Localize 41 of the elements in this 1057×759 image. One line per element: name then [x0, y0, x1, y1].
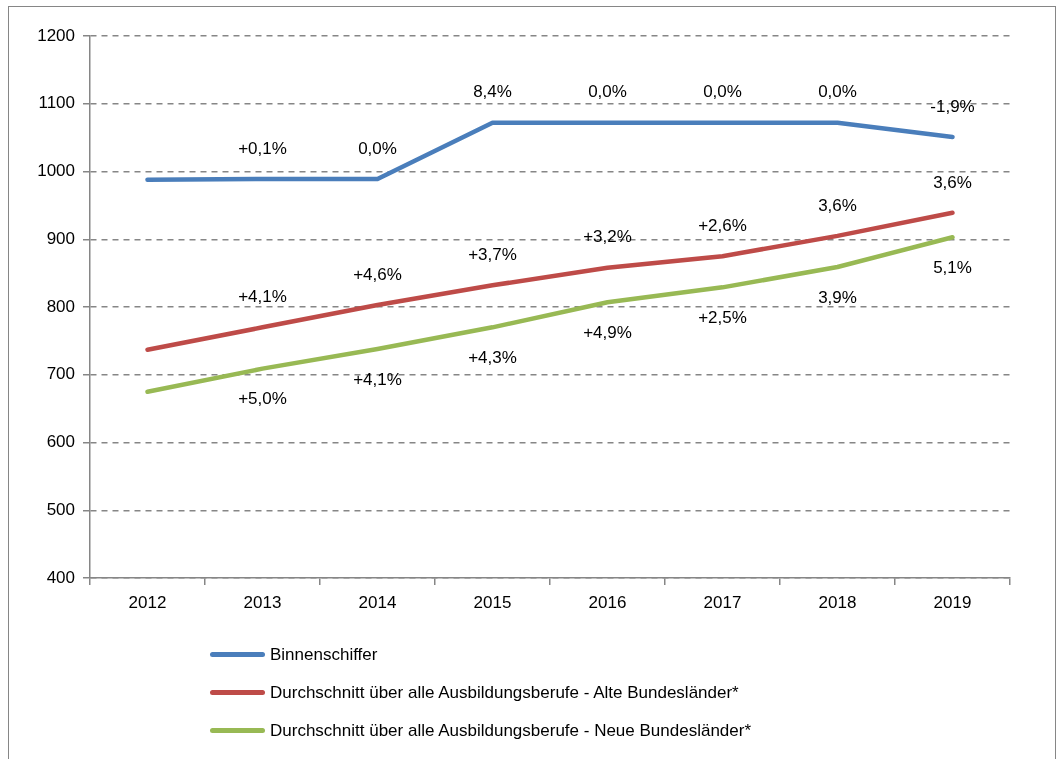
x-tick-label: 2019 [933, 592, 972, 612]
y-tick-label: 1000 [37, 161, 75, 181]
x-tick-label: 2016 [588, 592, 627, 612]
y-tick-label: 800 [46, 296, 75, 316]
legend-label: Durchschnitt über alle Ausbildungsberufe - Neue Bundesländer* [270, 720, 752, 742]
x-tick-label: 2012 [128, 592, 167, 612]
x-tick-label: 2017 [703, 592, 742, 612]
annotation: 3,9% [818, 287, 857, 307]
annotation: 0,0% [358, 138, 397, 158]
annotation: +2,5% [698, 308, 747, 328]
annotation: -1,9% [930, 96, 975, 116]
y-tick-label: 1200 [37, 25, 75, 45]
legend-label: Binnenschiffer [270, 644, 378, 666]
y-tick-label: 1100 [38, 93, 75, 113]
annotation: +4,3% [468, 348, 517, 368]
annotation: 0,0% [818, 82, 857, 102]
annotation: +4,1% [238, 287, 287, 307]
y-tick-label: 900 [46, 228, 75, 248]
y-tick-label: 500 [46, 499, 75, 519]
annotation: +4,6% [353, 264, 402, 284]
x-tick-label: 2013 [243, 592, 282, 612]
annotation: +4,9% [583, 322, 632, 342]
annotation: +2,6% [698, 215, 747, 235]
annotation: 3,6% [933, 172, 972, 192]
annotation: +3,2% [583, 227, 632, 247]
annotation: 0,0% [588, 82, 627, 102]
annotation: 3,6% [818, 195, 857, 215]
annotation: +5,0% [238, 389, 287, 409]
y-tick-label: 600 [46, 432, 75, 452]
annotation: 0,0% [703, 82, 742, 102]
x-tick-label: 2015 [473, 592, 512, 612]
annotation: +0,1% [238, 138, 287, 158]
annotation: +3,7% [468, 245, 517, 265]
y-tick-label: 400 [46, 567, 75, 587]
x-tick-label: 2014 [358, 592, 397, 612]
legend-label: Durchschnitt über alle Ausbildungsberufe - Alte Bundesländer* [270, 682, 739, 704]
annotation: 5,1% [933, 257, 972, 277]
annotation: 8,4% [473, 82, 512, 102]
annotation: +4,1% [353, 369, 402, 389]
y-tick-label: 700 [46, 364, 75, 384]
x-tick-label: 2018 [818, 592, 857, 612]
